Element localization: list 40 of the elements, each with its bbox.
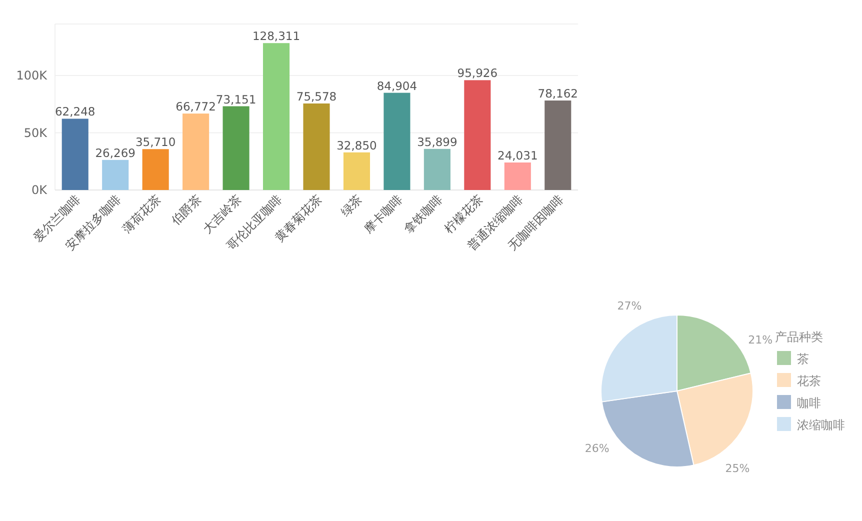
bar (464, 80, 491, 190)
bar (142, 149, 169, 190)
bar (424, 148, 450, 190)
y-tick-label: 100K (16, 68, 48, 83)
bar (343, 152, 370, 190)
bar (102, 160, 129, 190)
bar (384, 92, 410, 190)
bar (544, 100, 572, 190)
x-tick-label: 伯爵茶 (168, 192, 204, 228)
legend-label: 浓缩咖啡 (797, 418, 845, 432)
data-label: 27% (617, 299, 642, 312)
data-label: 62,248 (54, 104, 96, 119)
data-label: 32,850 (336, 138, 377, 152)
bar (303, 103, 330, 190)
data-label: 35,710 (135, 135, 176, 150)
legend-label: 茶 (797, 352, 809, 366)
data-label: 78,162 (538, 86, 578, 101)
bar (182, 114, 210, 190)
data-label: 95,926 (457, 66, 498, 80)
data-label: 35,899 (417, 134, 458, 149)
legend-label: 花茶 (797, 374, 821, 388)
data-label: 84,904 (376, 78, 418, 93)
bar (262, 43, 290, 190)
legend-title: 产品种类 (775, 330, 823, 344)
y-tick-label: 0K (31, 183, 48, 197)
data-label: 25% (725, 462, 750, 476)
bar (504, 162, 531, 190)
data-label: 73,151 (216, 92, 256, 106)
data-label: 26% (584, 442, 610, 455)
data-label: 21% (748, 333, 773, 346)
data-label: 128,311 (252, 29, 300, 44)
data-label: 24,031 (498, 148, 538, 162)
bar (62, 118, 88, 190)
data-label: 75,578 (296, 89, 337, 104)
y-tick-label: 50K (24, 126, 48, 140)
data-label: 26,269 (95, 146, 136, 160)
data-label: 66,772 (176, 100, 216, 114)
x-tick-label: 薄荷花茶 (120, 192, 164, 236)
bar (222, 106, 250, 190)
legend-label: 咖啡 (797, 396, 821, 410)
